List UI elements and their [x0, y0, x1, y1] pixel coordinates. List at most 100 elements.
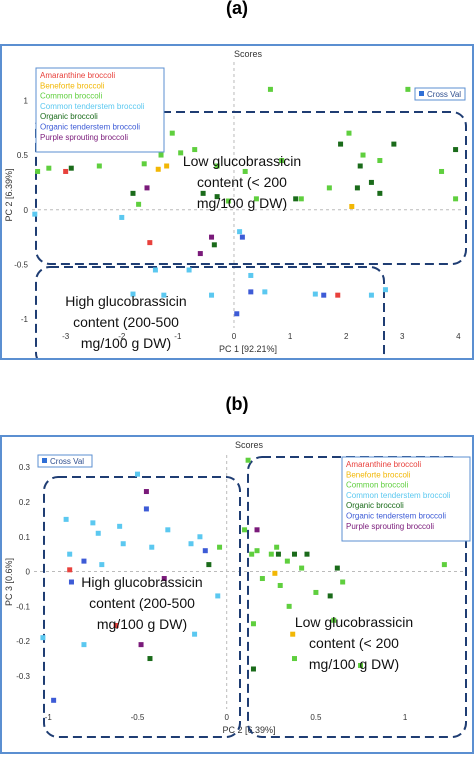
- chart-a-ytick-label: 0.5: [17, 151, 29, 160]
- chart-a-point-organic: [130, 190, 136, 196]
- chart-b-point-purple-sprouting: [138, 642, 144, 648]
- chart-a-point-common-tenderstem: [130, 291, 136, 297]
- chart-a-point-common: [141, 161, 147, 167]
- chart-a-point-common-tenderstem: [312, 291, 318, 297]
- chart-a-point-organic: [68, 165, 74, 171]
- chart-b-xtick-label: -0.5: [131, 713, 145, 722]
- chart-b-crossval-marker: [42, 458, 47, 463]
- chart-a-point-organic: [338, 141, 344, 147]
- chart-b-point-common-tenderstem: [117, 523, 123, 529]
- chart-a-legend-entry: Organic broccoli: [40, 112, 98, 121]
- chart-a-point-common: [253, 196, 259, 202]
- chart-b-point-common: [259, 576, 265, 582]
- chart-b-point-organic: [304, 551, 310, 557]
- chart-a-point-organic: [293, 196, 299, 202]
- chart-b-legend-entry: Organic broccoli: [346, 501, 404, 510]
- chart-b-frame: Scores -1 -0.5 0 0.5 1 -0.3 -0.2 -0.1 0 0.1 0.2 0.3 P…: [0, 435, 474, 754]
- chart-b-title: Scores: [235, 440, 264, 450]
- chart-b-point-organic: [250, 666, 256, 672]
- chart-a-crossval-box: [414, 87, 466, 101]
- chart-a-point-beneforte: [349, 203, 355, 209]
- chart-b-ytick-label: 0: [26, 568, 31, 577]
- chart-a-point-common: [225, 198, 231, 204]
- chart-a-point-common: [35, 168, 41, 174]
- chart-a-point-purple-sprouting: [144, 185, 150, 191]
- chart-a-point-common: [439, 168, 445, 174]
- chart-b-point-common-tenderstem: [63, 516, 69, 522]
- chart-a-point-purple-sprouting: [197, 251, 203, 257]
- chart-a-point-common: [178, 150, 184, 156]
- chart-a-legend-box: [35, 67, 165, 153]
- chart-a-annotation-line: content (200-500: [73, 314, 179, 330]
- chart-b-xtick-label: -1: [45, 713, 53, 722]
- chart-a-ytick-label: -1: [21, 315, 29, 324]
- chart-a-crossval-label: Cross Val: [427, 90, 461, 99]
- chart-b-ylabel: PC 3 [0.6%]: [4, 558, 14, 606]
- chart-b-point-common-tenderstem: [192, 631, 198, 637]
- chart-b-point-common: [358, 663, 364, 669]
- chart-a-xtick-label: -1: [174, 332, 182, 341]
- chart-a-point-common: [298, 196, 304, 202]
- chart-a-legend-entry: Purple sprouting broccoli: [40, 133, 128, 142]
- chart-b-point-common-tenderstem: [67, 551, 73, 557]
- chart-b-point-organic: [291, 551, 297, 557]
- chart-a-point-common-tenderstem: [161, 292, 167, 298]
- chart-a-annotation-line: mg/100 g DW): [197, 195, 287, 211]
- chart-a-point-common: [46, 165, 52, 171]
- chart-b-ytick-label: -0.1: [16, 602, 30, 611]
- chart-a-xtick-label: 0: [232, 332, 237, 341]
- chart-b-legend-entry: Purple sprouting broccoli: [346, 522, 434, 531]
- chart-b-point-amaranthine: [113, 622, 119, 628]
- chart-a-point-organic-tenderstem: [248, 289, 254, 295]
- chart-b-legend-entry: Common tenderstem broccoli: [346, 491, 451, 500]
- chart-b-annotation-line: content (< 200: [309, 635, 399, 651]
- chart-b-point-common-tenderstem: [81, 642, 87, 648]
- chart-b-point-common: [340, 579, 346, 585]
- chart-a-ytick-label: -0.5: [14, 261, 28, 270]
- chart-a-point-beneforte: [155, 166, 161, 172]
- chart-b-point-beneforte: [272, 570, 278, 576]
- chart-b-ytick-label: 0.3: [19, 463, 31, 472]
- chart-b-annotation-line: content (200-500: [89, 595, 195, 611]
- chart-a-xtick-label: 3: [400, 332, 405, 341]
- chart-b-point-common: [313, 589, 319, 595]
- chart-a-point-organic: [377, 190, 383, 196]
- chart-b-annotation-line: High glucobrassicin: [81, 574, 202, 590]
- chart-b-point-amaranthine: [67, 567, 73, 573]
- chart-a-point-organic-tenderstem: [321, 292, 327, 298]
- chart-b-point-common-tenderstem: [188, 541, 194, 547]
- chart-a-point-common-tenderstem: [119, 214, 125, 220]
- chart-b-crossval-box: [37, 454, 93, 468]
- chart-b-legend-entry: Common broccoli: [346, 481, 408, 490]
- chart-a-point-purple-sprouting: [209, 234, 215, 240]
- chart-b-point-common: [441, 562, 447, 568]
- chart-a-point-common-tenderstem: [248, 272, 254, 278]
- chart-a-point-organic: [357, 163, 363, 169]
- panel-b-label: (b): [225, 394, 249, 414]
- chart-a-point-common-tenderstem: [368, 292, 374, 298]
- panel-a-label: (a): [226, 0, 248, 18]
- chart-b-ytick-label: -0.3: [16, 672, 30, 681]
- chart-b-legend-entry: Organic tenderstem broccoli: [346, 512, 446, 521]
- chart-b-group-box: [247, 456, 467, 738]
- chart-a-point-organic: [214, 194, 220, 200]
- chart-b-annotation-line: mg/100 g DW): [309, 656, 399, 672]
- chart-a-point-common: [192, 147, 198, 153]
- chart-a-point-common-tenderstem: [152, 267, 158, 273]
- chart-a-point-amaranthine: [147, 240, 153, 246]
- chart-a-title: Scores: [234, 49, 263, 59]
- chart-b-legend-entry: Amaranthine broccoli: [346, 460, 421, 469]
- chart-a-point-common: [136, 201, 142, 207]
- chart-a-point-common-tenderstem: [382, 287, 388, 293]
- chart-a-point-organic: [453, 147, 459, 153]
- chart-a-annotation-line: High glucobrassicin: [65, 293, 186, 309]
- chart-a-annotation-line: mg/100 g DW): [81, 335, 171, 351]
- chart-b-point-common: [286, 603, 292, 609]
- chart-a-legend-entry: Beneforte broccoli: [40, 81, 105, 90]
- chart-a-xtick-label: -2: [118, 332, 126, 341]
- chart-b-point-organic-tenderstem: [51, 697, 57, 703]
- chart-a-point-common: [169, 130, 175, 136]
- chart-a-xtick-label: -3: [62, 332, 70, 341]
- chart-a-xtick-label: 2: [344, 332, 349, 341]
- chart-a-point-organic: [200, 190, 206, 196]
